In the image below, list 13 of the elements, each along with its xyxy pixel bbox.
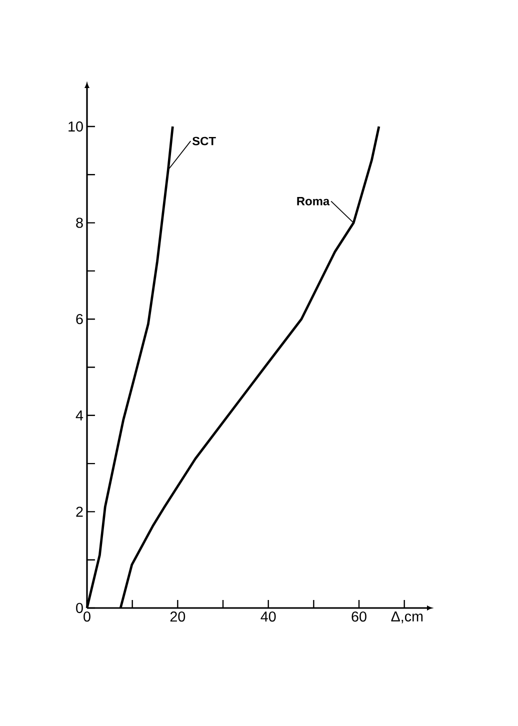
- text: Roma: [297, 197, 330, 206]
- y-tick-label: 6: [76, 314, 83, 324]
- x-tick-label: 20: [170, 612, 186, 622]
- y-tick-label: 4: [76, 410, 84, 420]
- y-tick-label: 2: [76, 506, 83, 517]
- x-tick-label: 0: [84, 612, 90, 622]
- x-tick-label: 40: [260, 612, 276, 622]
- y-tick-label: 0: [76, 602, 83, 614]
- x-tick-label: 60: [352, 612, 366, 622]
- x-axis-title: Δ,cm: [391, 612, 423, 624]
- series-label: SCT: [192, 136, 216, 146]
- y-tick-label: 10: [68, 121, 83, 132]
- y-tick-label: 8: [76, 218, 83, 228]
